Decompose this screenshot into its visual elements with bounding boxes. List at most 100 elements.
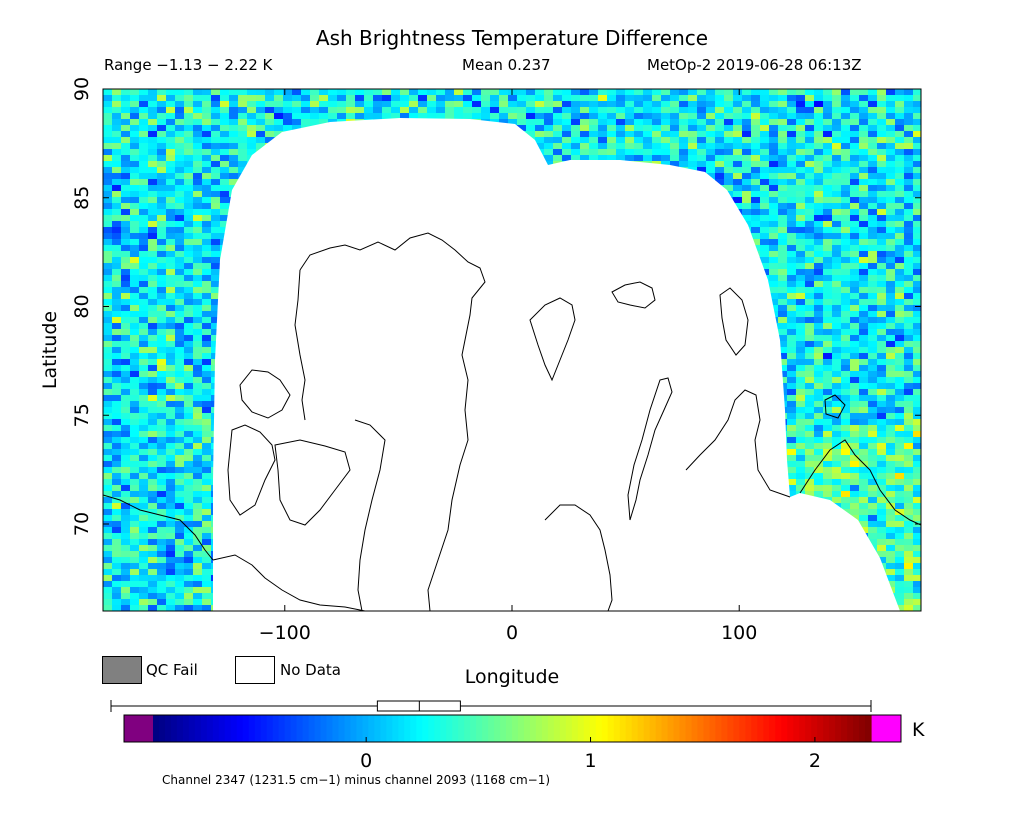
- heatmap-cell: [184, 239, 193, 245]
- heatmap-cell: [355, 89, 364, 95]
- heatmap-cell: [625, 113, 634, 119]
- heatmap-cell: [778, 203, 787, 209]
- heatmap-cell: [787, 317, 796, 323]
- heatmap-cell: [193, 293, 202, 299]
- heatmap-cell: [184, 107, 193, 113]
- heatmap-cell: [526, 101, 535, 107]
- heatmap-cell: [211, 317, 220, 323]
- heatmap-cell: [571, 107, 580, 113]
- heatmap-cell: [805, 371, 814, 377]
- heatmap-cell: [715, 179, 724, 185]
- heatmap-cell: [769, 269, 778, 275]
- heatmap-cell: [859, 287, 868, 293]
- heatmap-cell: [157, 335, 166, 341]
- heatmap-cell: [796, 137, 805, 143]
- heatmap-cell: [769, 191, 778, 197]
- heatmap-cell: [850, 245, 859, 251]
- heatmap-cell: [319, 101, 328, 107]
- heatmap-cell: [184, 353, 193, 359]
- heatmap-cell: [913, 155, 921, 161]
- heatmap-cell: [148, 281, 157, 287]
- heatmap-cell: [814, 191, 823, 197]
- heatmap-cell: [877, 401, 886, 407]
- heatmap-cell: [886, 287, 895, 293]
- heatmap-cell: [157, 119, 166, 125]
- heatmap-cell: [193, 353, 202, 359]
- heatmap-cell: [877, 377, 886, 383]
- heatmap-cell: [778, 287, 787, 293]
- heatmap-cell: [184, 119, 193, 125]
- heatmap-cell: [301, 113, 310, 119]
- heatmap-cell: [841, 197, 850, 203]
- heatmap-cell: [805, 305, 814, 311]
- heatmap-cell: [463, 101, 472, 107]
- heatmap-cell: [832, 167, 841, 173]
- heatmap-cell: [382, 101, 391, 107]
- heatmap-cell: [769, 227, 778, 233]
- heatmap-cell: [814, 377, 823, 383]
- heatmap-cell: [175, 113, 184, 119]
- heatmap-cell: [211, 263, 220, 269]
- heatmap-cell: [913, 377, 921, 383]
- heatmap-cell: [832, 185, 841, 191]
- heatmap-cell: [823, 149, 832, 155]
- heatmap-cell: [247, 89, 256, 95]
- heatmap-cell: [877, 359, 886, 365]
- heatmap-cell: [211, 281, 220, 287]
- heatmap-cell: [841, 269, 850, 275]
- heatmap-cell: [859, 299, 868, 305]
- heatmap-cell: [220, 161, 229, 167]
- heatmap-cell: [211, 161, 220, 167]
- heatmap-cell: [112, 125, 121, 131]
- heatmap-cell: [724, 185, 733, 191]
- heatmap-cell: [814, 323, 823, 329]
- heatmap-cell: [877, 215, 886, 221]
- heatmap-cell: [112, 335, 121, 341]
- heatmap-cell: [814, 287, 823, 293]
- heatmap-cell: [814, 215, 823, 221]
- heatmap-cell: [823, 155, 832, 161]
- heatmap-cell: [841, 209, 850, 215]
- heatmap-cell: [769, 257, 778, 263]
- heatmap-cell: [787, 371, 796, 377]
- heatmap-cell: [400, 107, 409, 113]
- heatmap-cell: [832, 155, 841, 161]
- heatmap-cell: [652, 113, 661, 119]
- heatmap-cell: [805, 131, 814, 137]
- heatmap-cell: [112, 137, 121, 143]
- heatmap-cell: [904, 251, 913, 257]
- heatmap-cell: [814, 131, 823, 137]
- heatmap-cell: [697, 143, 706, 149]
- heatmap-cell: [202, 233, 211, 239]
- heatmap-cell: [337, 101, 346, 107]
- heatmap-cell: [832, 269, 841, 275]
- heatmap-cell: [121, 263, 130, 269]
- heatmap-cell: [175, 185, 184, 191]
- heatmap-cell: [202, 275, 211, 281]
- heatmap-cell: [778, 239, 787, 245]
- heatmap-cell: [202, 161, 211, 167]
- heatmap-cell: [823, 371, 832, 377]
- heatmap-cell: [166, 227, 175, 233]
- heatmap-cell: [202, 197, 211, 203]
- heatmap-cell: [184, 395, 193, 401]
- heatmap-cell: [175, 203, 184, 209]
- heatmap-cell: [202, 341, 211, 347]
- heatmap-cell: [202, 131, 211, 137]
- heatmap-cell: [823, 317, 832, 323]
- heatmap-cell: [166, 155, 175, 161]
- heatmap-cell: [175, 221, 184, 227]
- heatmap-cell: [193, 143, 202, 149]
- heatmap-cell: [157, 269, 166, 275]
- heatmap-cell: [868, 263, 877, 269]
- heatmap-cell: [850, 107, 859, 113]
- heatmap-cell: [787, 215, 796, 221]
- heatmap-cell: [823, 95, 832, 101]
- heatmap-cell: [796, 347, 805, 353]
- heatmap-cell: [814, 239, 823, 245]
- heatmap-cell: [139, 323, 148, 329]
- heatmap-cell: [778, 161, 787, 167]
- heatmap-cell: [724, 131, 733, 137]
- heatmap-cell: [904, 203, 913, 209]
- heatmap-cell: [184, 233, 193, 239]
